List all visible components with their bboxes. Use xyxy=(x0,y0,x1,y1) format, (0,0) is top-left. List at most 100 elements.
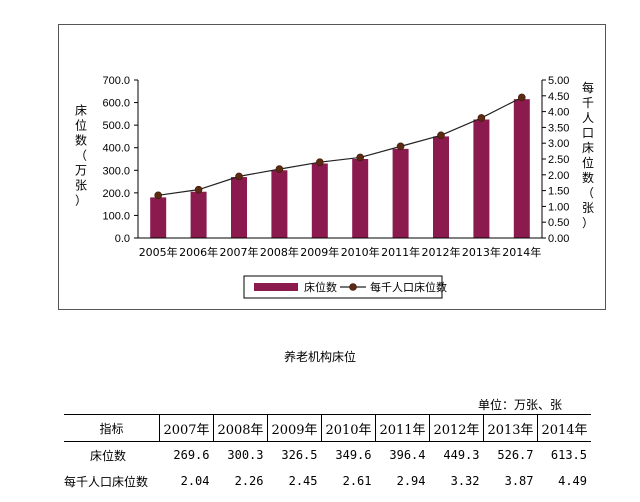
bar xyxy=(513,99,530,238)
y2-tick-label: 0.50 xyxy=(548,217,569,229)
table-header-label: 指标 xyxy=(64,414,160,442)
table-cell: 449.3 xyxy=(443,448,480,462)
y2-axis-title-char: ） xyxy=(582,216,594,230)
legend-label: 床位数 xyxy=(304,280,337,294)
y2-axis-title-char: （ xyxy=(582,186,594,200)
line-point xyxy=(275,165,284,173)
table-header-year: 2012年 xyxy=(429,414,484,442)
y2-axis-title-char: 数 xyxy=(582,170,594,185)
chart: 0.0 100.0 200.0 300.0 400.0 500.0 600.0 700.0 0… xyxy=(75,75,594,299)
table-cell: 326.5 xyxy=(281,448,318,462)
line-point xyxy=(396,142,405,151)
y-tick-label: 300.0 xyxy=(102,165,130,177)
line-point xyxy=(437,131,445,140)
table-cell: 2.45 xyxy=(288,474,318,488)
table-cell: 300.3 xyxy=(227,448,264,462)
table-header-year: 2009年 xyxy=(267,414,322,442)
x-tick-label: 2006年 xyxy=(179,245,218,259)
line-point xyxy=(194,185,203,194)
table-cell: 2.94 xyxy=(396,474,426,488)
data-table: 指标 2007年 2008年 2009年 2010年 2011年 2012年 2… xyxy=(64,414,591,494)
y-tick-label: 400.0 xyxy=(102,143,130,155)
table-header-year: 2007年 xyxy=(159,414,214,442)
line-point xyxy=(235,172,243,181)
table-header-year: 2010年 xyxy=(321,414,376,442)
y2-axis-title-char: 口 xyxy=(582,126,594,140)
table-row: 每千人口床位数 2.04 2.26 2.45 2.61 2.94 3.32 3.… xyxy=(64,468,591,494)
y2-tick-label: 3.00 xyxy=(548,138,569,150)
table-cell: 4.49 xyxy=(558,474,587,488)
bar xyxy=(352,159,369,238)
table-cell: 269.6 xyxy=(173,448,210,462)
bar xyxy=(392,148,409,238)
table-cell: 526.7 xyxy=(497,448,534,462)
x-tick-label: 2005年 xyxy=(139,245,178,259)
table-row-label: 每千人口床位数 xyxy=(64,474,149,489)
y2-axis-title-char: 位 xyxy=(582,155,594,170)
x-tick-label: 2012年 xyxy=(422,245,461,259)
legend-label: 每千人口床位数 xyxy=(370,280,447,294)
x-tick-label: 2013年 xyxy=(462,245,501,259)
y2-axis-title-char: 人 xyxy=(582,111,594,125)
y-tick-label: 0.0 xyxy=(115,233,130,245)
y2-tick-label: 3.50 xyxy=(548,122,569,134)
table-cell: 396.4 xyxy=(389,448,426,462)
bar xyxy=(433,136,449,238)
y-axis-title-char: （ xyxy=(75,149,87,163)
table-cell: 349.6 xyxy=(335,448,372,462)
table-cell: 3.32 xyxy=(450,474,480,488)
x-tick-label: 2009年 xyxy=(300,245,339,259)
table-cell: 2.61 xyxy=(342,474,372,488)
table-cell: 2.26 xyxy=(234,474,264,488)
table-cell: 3.87 xyxy=(504,474,534,488)
y2-tick-label: 2.50 xyxy=(548,154,569,166)
chart-caption: 养老机构床位 xyxy=(283,350,356,364)
table-unit: 单位：万张、张 xyxy=(477,398,562,412)
bar xyxy=(231,177,247,238)
line-point xyxy=(356,153,365,162)
x-tick-label: 2014年 xyxy=(502,245,541,259)
table-header-year: 2008年 xyxy=(213,414,268,442)
table-cell: 613.5 xyxy=(550,448,587,462)
table-header-year: 2011年 xyxy=(375,414,430,442)
y-axis-title-char: 数 xyxy=(75,133,87,148)
x-tick-label: 2010年 xyxy=(341,245,380,259)
table-header-year: 2013年 xyxy=(483,414,538,442)
y2-axis-title-char: 张 xyxy=(582,201,594,215)
y-tick-label: 500.0 xyxy=(102,120,130,132)
line-point xyxy=(315,158,324,166)
y-axis-title-char: 张 xyxy=(75,179,87,193)
y2-tick-label: 4.00 xyxy=(548,107,569,119)
table-row-label: 床位数 xyxy=(90,448,127,463)
line-point xyxy=(154,191,162,200)
x-tick-label: 2011年 xyxy=(381,245,420,259)
y-tick-label: 600.0 xyxy=(102,98,130,110)
y-tick-label: 100.0 xyxy=(102,210,130,222)
y-tick-label: 200.0 xyxy=(102,188,130,200)
table-cell: 2.04 xyxy=(180,474,210,488)
y2-tick-label: 1.50 xyxy=(548,186,569,198)
y2-axis-title-char: 床 xyxy=(582,141,594,155)
legend-line-marker xyxy=(349,283,357,291)
y2-tick-label: 4.50 xyxy=(548,91,569,103)
line-series xyxy=(158,96,523,196)
legend-bar-swatch xyxy=(254,283,298,291)
bar xyxy=(271,170,288,238)
x-tick-label: 2008年 xyxy=(260,245,299,259)
table-header-row: 指标 2007年 2008年 2009年 2010年 2011年 2012年 2… xyxy=(64,414,591,442)
y2-axis-title-char: 每 xyxy=(582,80,594,95)
bar xyxy=(190,191,207,238)
y-axis-title-char: 床 xyxy=(75,104,87,118)
bar xyxy=(150,197,167,238)
y2-tick-label: 1.00 xyxy=(548,201,569,213)
table-header-year: 2014年 xyxy=(537,414,591,442)
y2-tick-label: 5.00 xyxy=(548,75,569,87)
table-row: 床位数 269.6 300.3 326.5 349.6 396.4 449.3 … xyxy=(64,442,591,469)
bar xyxy=(473,119,490,238)
line-point xyxy=(517,93,526,102)
y2-tick-label: 0.00 xyxy=(548,233,569,245)
y2-axis-title-char: 千 xyxy=(582,96,594,110)
y-tick-label: 700.0 xyxy=(102,75,130,87)
bar xyxy=(311,163,328,238)
y2-tick-label: 2.00 xyxy=(548,170,569,182)
